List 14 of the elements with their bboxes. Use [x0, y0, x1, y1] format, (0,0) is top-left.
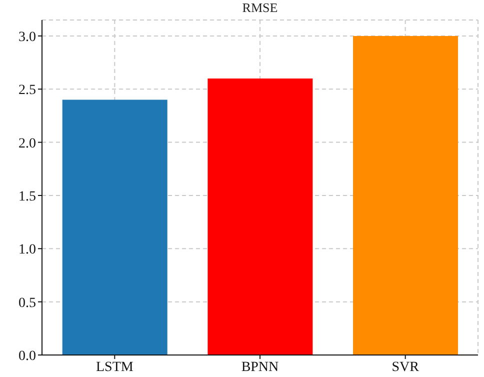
- chart-title: RMSE: [241, 0, 279, 16]
- y-tick-label: 1.5: [18, 189, 36, 204]
- y-tick-label: 3.0: [18, 30, 36, 45]
- y-tick-label: 2.0: [18, 136, 36, 152]
- y-tick-label: 0.5: [18, 296, 36, 311]
- x-tick-label: LSTM: [96, 360, 134, 375]
- x-tick-label: SVR: [392, 360, 420, 375]
- bar: [62, 100, 168, 355]
- y-tick-label: 0.0: [18, 348, 36, 364]
- x-tick-label: BPNN: [241, 360, 279, 375]
- bar: [353, 36, 458, 355]
- bar: [208, 78, 313, 355]
- y-tick-label: 1.0: [18, 242, 36, 258]
- y-tick-label: 2.5: [18, 83, 36, 98]
